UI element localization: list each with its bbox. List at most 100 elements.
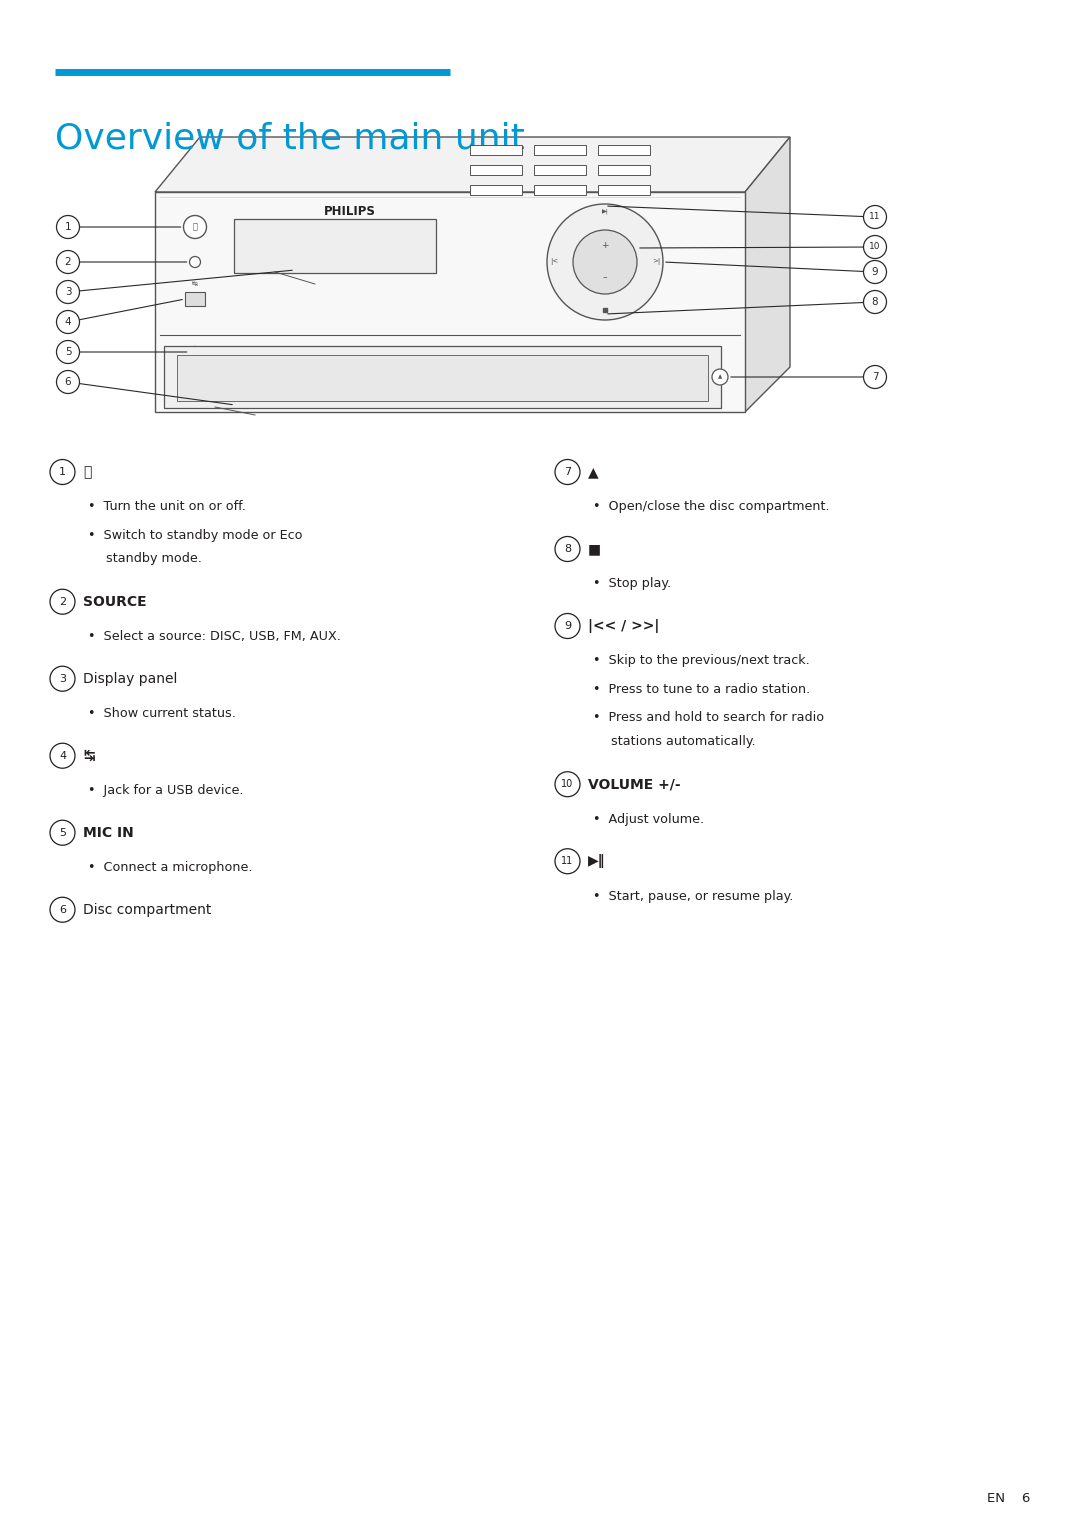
- Text: •  Connect a microphone.: • Connect a microphone.: [87, 861, 253, 875]
- FancyBboxPatch shape: [177, 354, 708, 402]
- Text: EN    6: EN 6: [987, 1492, 1030, 1506]
- Text: 7: 7: [872, 373, 878, 382]
- Text: 10: 10: [562, 779, 573, 789]
- Text: 9: 9: [872, 267, 878, 276]
- Circle shape: [864, 290, 887, 313]
- Text: +: +: [602, 241, 609, 250]
- Text: 7: 7: [564, 467, 571, 476]
- Text: 4: 4: [59, 751, 66, 760]
- Text: 5: 5: [59, 828, 66, 838]
- FancyBboxPatch shape: [234, 218, 436, 273]
- Circle shape: [50, 666, 75, 692]
- Circle shape: [56, 250, 80, 273]
- Text: •  Stop play.: • Stop play.: [593, 577, 671, 591]
- FancyBboxPatch shape: [470, 145, 522, 156]
- Polygon shape: [156, 192, 745, 412]
- Circle shape: [56, 371, 80, 394]
- Text: Overview of the main unit: Overview of the main unit: [55, 122, 525, 156]
- Circle shape: [555, 460, 580, 484]
- Polygon shape: [745, 137, 789, 412]
- Circle shape: [712, 370, 728, 385]
- Text: •  Show current status.: • Show current status.: [87, 707, 235, 721]
- Text: •  Adjust volume.: • Adjust volume.: [593, 812, 704, 826]
- Text: •  Skip to the previous/next track.: • Skip to the previous/next track.: [593, 655, 810, 667]
- Text: 9: 9: [564, 621, 571, 631]
- Text: •  Start, pause, or resume play.: • Start, pause, or resume play.: [593, 890, 794, 902]
- Circle shape: [555, 536, 580, 562]
- Circle shape: [50, 589, 75, 614]
- Circle shape: [50, 744, 75, 768]
- Text: 11: 11: [869, 212, 881, 221]
- Circle shape: [864, 261, 887, 284]
- Text: ↹: ↹: [192, 282, 198, 289]
- Circle shape: [56, 215, 80, 238]
- Text: MIC IN: MIC IN: [83, 826, 134, 840]
- Circle shape: [555, 771, 580, 797]
- Circle shape: [546, 205, 663, 321]
- Text: 5: 5: [65, 347, 71, 357]
- Text: VOLUME +/-: VOLUME +/-: [588, 777, 680, 791]
- Text: 10: 10: [869, 243, 881, 252]
- Circle shape: [573, 231, 637, 295]
- Circle shape: [864, 206, 887, 229]
- FancyBboxPatch shape: [598, 185, 650, 195]
- FancyBboxPatch shape: [534, 165, 586, 176]
- FancyBboxPatch shape: [534, 145, 586, 156]
- Text: 6: 6: [59, 904, 66, 915]
- Circle shape: [56, 310, 80, 333]
- Text: ▲: ▲: [718, 374, 723, 380]
- Text: •  Open/close the disc compartment.: • Open/close the disc compartment.: [593, 501, 829, 513]
- Circle shape: [56, 341, 80, 363]
- Text: 8: 8: [564, 544, 571, 554]
- Text: 2: 2: [65, 257, 71, 267]
- Text: standby mode.: standby mode.: [106, 553, 202, 565]
- Text: 3: 3: [65, 287, 71, 296]
- Circle shape: [189, 257, 201, 267]
- Text: 2: 2: [59, 597, 66, 606]
- Text: ↹: ↹: [83, 748, 95, 762]
- Circle shape: [184, 215, 206, 238]
- Text: •  Jack for a USB device.: • Jack for a USB device.: [87, 785, 243, 797]
- Text: 3: 3: [59, 673, 66, 684]
- Text: PHILIPS: PHILIPS: [324, 205, 376, 218]
- FancyBboxPatch shape: [598, 165, 650, 176]
- Text: SOURCE: SOURCE: [83, 594, 147, 609]
- Text: –: –: [603, 273, 607, 282]
- FancyBboxPatch shape: [164, 347, 721, 408]
- Text: Disc compartment: Disc compartment: [83, 902, 212, 916]
- Circle shape: [555, 614, 580, 638]
- FancyBboxPatch shape: [598, 145, 650, 156]
- Text: •  Select a source: DISC, USB, FM, AUX.: • Select a source: DISC, USB, FM, AUX.: [87, 631, 341, 643]
- Circle shape: [50, 898, 75, 922]
- Text: |<< / >>|: |<< / >>|: [588, 618, 660, 634]
- Text: 6: 6: [65, 377, 71, 386]
- Text: >|: >|: [652, 258, 660, 266]
- FancyBboxPatch shape: [534, 185, 586, 195]
- Polygon shape: [156, 137, 789, 192]
- FancyBboxPatch shape: [185, 292, 205, 305]
- Text: •  Turn the unit on or off.: • Turn the unit on or off.: [87, 501, 246, 513]
- Text: |<: |<: [550, 258, 558, 266]
- Circle shape: [50, 460, 75, 484]
- Text: ■: ■: [588, 542, 602, 556]
- Text: ▶|: ▶|: [602, 208, 608, 214]
- Text: 4: 4: [65, 318, 71, 327]
- Text: ⏻: ⏻: [192, 223, 198, 232]
- FancyBboxPatch shape: [470, 165, 522, 176]
- Circle shape: [864, 365, 887, 388]
- Text: 1: 1: [59, 467, 66, 476]
- Text: 1: 1: [65, 221, 71, 232]
- Circle shape: [56, 281, 80, 304]
- Text: stations automatically.: stations automatically.: [611, 734, 756, 748]
- FancyBboxPatch shape: [470, 185, 522, 195]
- Text: ⏻: ⏻: [83, 466, 92, 479]
- Text: •  Press and hold to search for radio: • Press and hold to search for radio: [593, 712, 824, 724]
- Text: 11: 11: [562, 857, 573, 866]
- Circle shape: [50, 820, 75, 846]
- Text: •  Press to tune to a radio station.: • Press to tune to a radio station.: [593, 683, 810, 696]
- Circle shape: [189, 347, 201, 357]
- Text: 8: 8: [872, 296, 878, 307]
- Text: ▶‖: ▶‖: [588, 854, 606, 869]
- Text: Display panel: Display panel: [83, 672, 177, 686]
- Circle shape: [555, 849, 580, 873]
